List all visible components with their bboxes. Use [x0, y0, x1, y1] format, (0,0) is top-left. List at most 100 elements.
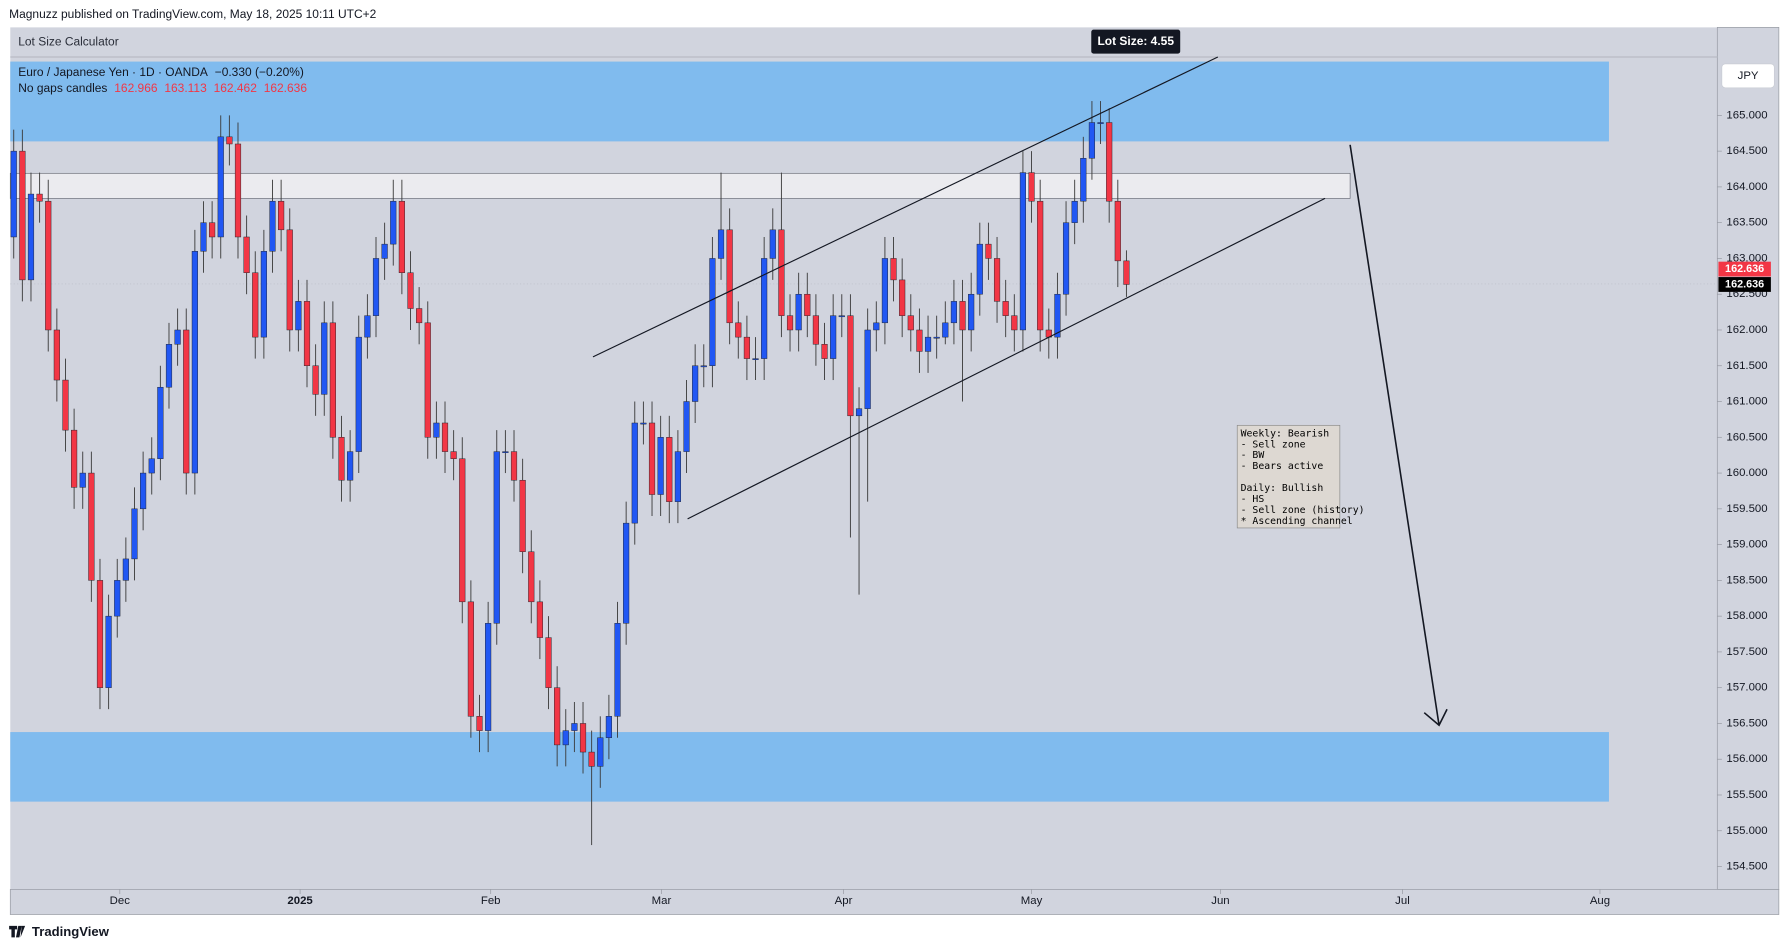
y-tick-label: 157.500: [1726, 646, 1767, 658]
projection-arrow: [1349, 144, 1440, 726]
candle-body: [1123, 260, 1130, 285]
candle-body: [19, 150, 26, 281]
resistance-zone: [9, 172, 1351, 199]
legend-low: 162.462: [214, 81, 258, 95]
candle-body: [795, 293, 802, 331]
candle-body: [269, 200, 276, 252]
x-tick-label: Mar: [652, 895, 672, 907]
candle-body: [10, 150, 17, 238]
candles: [10, 101, 1130, 846]
candle-body: [476, 716, 483, 731]
candle-body: [243, 236, 250, 273]
y-tick-label: 159.000: [1726, 539, 1767, 551]
candle-body: [890, 258, 897, 281]
candle-body: [985, 243, 992, 259]
annotation-line: - Sell zone (history): [1241, 505, 1365, 516]
candle-body: [329, 322, 336, 438]
candle-body: [53, 329, 60, 381]
demand-zone: [10, 732, 1609, 802]
candle-body: [122, 558, 129, 581]
candle-body: [993, 258, 1001, 302]
candle-body: [1088, 122, 1096, 159]
supply-zone: [10, 61, 1609, 142]
y-tick-label: 158.000: [1726, 610, 1767, 622]
candle-body: [769, 229, 776, 259]
candle-body: [338, 437, 345, 481]
candle-body: [562, 730, 569, 746]
candle-body: [140, 472, 147, 510]
candle-body: [942, 322, 949, 338]
candle-body: [726, 229, 733, 324]
candle-body: [424, 322, 431, 438]
candle-body: [183, 329, 190, 474]
candle-body: [234, 143, 242, 238]
candle-body: [416, 308, 423, 324]
y-tick-label: 155.500: [1726, 789, 1767, 801]
candle-body: [657, 437, 664, 495]
candle-body: [597, 737, 604, 767]
candle-body: [881, 258, 888, 324]
candle-body: [821, 344, 828, 359]
price-axis: [1716, 27, 1780, 890]
candle-body: [709, 258, 716, 366]
candle-body: [381, 243, 388, 259]
y-tick-label: 154.500: [1726, 861, 1767, 873]
legend-open: 162.966: [114, 81, 158, 95]
x-tick-label: Apr: [835, 895, 853, 907]
legend: Euro / Japanese Yen · 1D · OANDA −0.330 (…: [18, 65, 307, 95]
candle-body: [1028, 172, 1035, 202]
candle-body: [950, 301, 957, 324]
candle-body: [536, 601, 543, 638]
candle-body: [605, 716, 612, 738]
candle-body: [968, 293, 975, 331]
candle-body: [700, 365, 707, 368]
brand-logo: [9, 925, 26, 938]
y-tick-label: 161.000: [1726, 396, 1767, 408]
candle-body: [528, 551, 535, 603]
candle-body: [1071, 200, 1078, 223]
price-tag-bg: [1718, 261, 1771, 277]
candle-body: [976, 243, 983, 295]
y-tick-label: 164.000: [1726, 181, 1767, 193]
currency-button[interactable]: [1721, 63, 1775, 89]
candle-body: [1054, 293, 1061, 338]
candle-body: [226, 136, 233, 145]
candle-body: [752, 358, 759, 360]
lot-size-badge: [1091, 29, 1181, 54]
candle-body: [519, 479, 526, 552]
candle-body: [847, 315, 854, 417]
last-price: 162.636: [1725, 278, 1764, 290]
candle-body: [873, 322, 880, 331]
currency-label[interactable]: JPY: [1738, 70, 1759, 82]
candle-body: [838, 315, 845, 318]
candle-body: [1114, 200, 1121, 262]
candle-body: [260, 251, 267, 338]
candle-body: [148, 458, 155, 474]
candle-body: [485, 623, 492, 731]
x-tick-label: Feb: [481, 895, 501, 907]
candle-body: [303, 301, 311, 366]
x-tick-label: 2025: [287, 895, 313, 907]
candle-body: [278, 200, 285, 231]
legend-close: 162.636: [264, 81, 308, 95]
y-tick-label: 161.500: [1726, 360, 1767, 372]
candle-body: [286, 229, 293, 331]
candle-body: [114, 580, 121, 617]
candle-body: [778, 229, 785, 316]
candle-body: [1080, 158, 1087, 202]
candle-body: [571, 723, 578, 731]
y-tick-label: 157.000: [1726, 682, 1767, 694]
arrow-head: [1423, 708, 1448, 727]
annotation-line: - BW: [1241, 450, 1265, 461]
candle-body: [916, 329, 923, 352]
candle-body: [1106, 122, 1113, 202]
candle-body: [812, 315, 819, 345]
candle-body: [1011, 315, 1018, 331]
candle-body: [398, 200, 405, 273]
time-axis: [9, 889, 1780, 915]
price-tag: 162.636: [1725, 263, 1764, 275]
legend-high: 163.113: [164, 81, 207, 95]
candle-body: [648, 422, 656, 495]
symbol-title: Euro / Japanese Yen · 1D · OANDA −0.330 (…: [18, 65, 304, 79]
annotation-line: Weekly: Bearish: [1241, 428, 1330, 439]
